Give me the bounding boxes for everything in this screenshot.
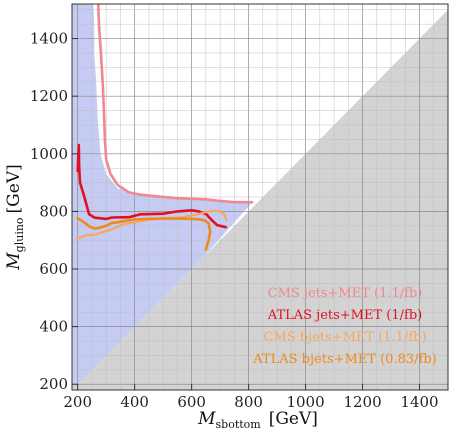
legend-entry-4: ATLAS bjets+MET (0.83/fb) [252, 352, 436, 367]
y-axis-title-sub: gluino [13, 217, 26, 252]
series-line-2 [76, 143, 228, 229]
x-tick-label: 1200 [343, 393, 381, 411]
x-tick-label: 1400 [400, 393, 438, 411]
x-tick-label: 200 [63, 393, 92, 411]
legend-entry-2: ATLAS jets+MET (1/fb) [267, 308, 422, 323]
x-tick-label: 800 [234, 393, 263, 411]
y-axis-ticks: 200 400 600 800 1000 1200 1400 [30, 30, 78, 393]
y-axis-title-unit: [GeV] [4, 164, 24, 213]
region-kinematically-forbidden [72, 9, 448, 390]
y-tick-label: 400 [39, 318, 68, 336]
y-axis-title: Mgluino [GeV] [4, 164, 26, 270]
y-tick-label: 800 [39, 202, 68, 220]
series-line-4 [76, 217, 212, 251]
plot-area [71, 3, 449, 391]
grid [72, 4, 448, 390]
y-axis-title-main: M [4, 252, 24, 271]
legend: CMS jets+MET (1.1/fb) ATLAS jets+MET (1/f… [252, 286, 436, 367]
x-axis-ticks: 200 400 600 800 1000 1200 1400 [63, 384, 439, 411]
legend-entry-1: CMS jets+MET (1.1/fb) [268, 286, 423, 301]
y-tick-label: 1400 [30, 30, 68, 48]
legend-entry-3: CMS bjets+MET (1.1/fb) [263, 330, 426, 345]
x-tick-label: 600 [177, 393, 206, 411]
y-tick-label: 600 [39, 260, 68, 278]
y-tick-label: 1000 [30, 145, 68, 163]
y-tick-label: 1200 [30, 87, 68, 105]
x-axis-title: Msbottom [GeV] [197, 409, 318, 431]
x-axis-title-sub: sbottom [216, 418, 262, 431]
x-axis-title-unit: [GeV] [269, 409, 318, 429]
plot-frame [71, 3, 449, 391]
x-tick-label: 400 [120, 393, 149, 411]
x-tick-label: 1000 [286, 393, 324, 411]
y-tick-label: 200 [39, 375, 68, 393]
series-line-1 [96, 4, 254, 204]
x-axis-title-main: M [197, 409, 216, 429]
